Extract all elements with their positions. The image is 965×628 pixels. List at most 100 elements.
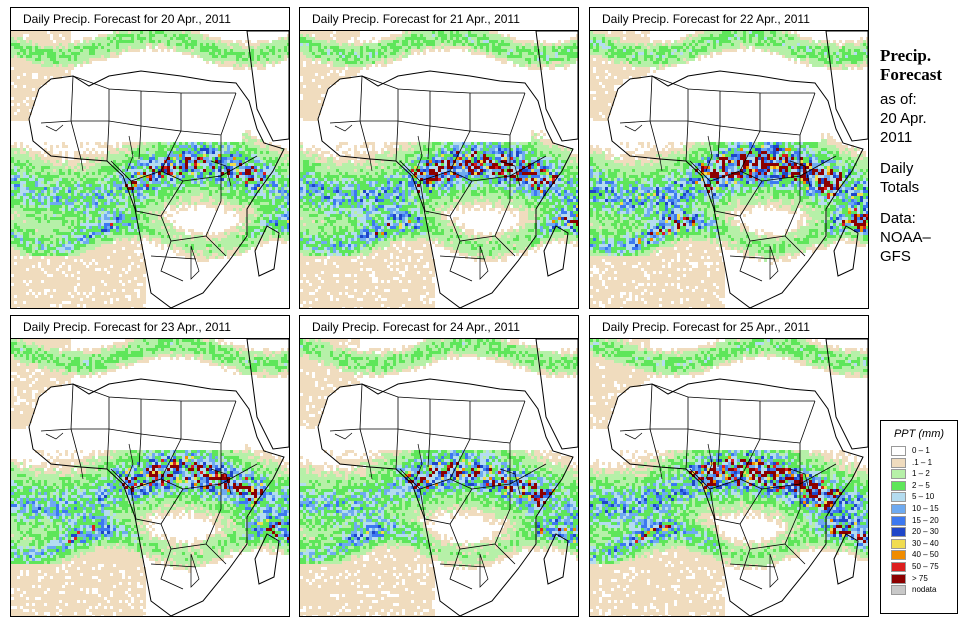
madagascar-coastline <box>254 225 280 277</box>
africa-coastline <box>28 378 285 616</box>
legend-swatch <box>891 585 906 596</box>
country-borders <box>619 383 837 590</box>
legend-swatch <box>891 503 906 514</box>
africa-precip-map-svg <box>11 31 289 308</box>
africa-precip-map-svg <box>11 339 289 616</box>
data-label: Data: <box>880 209 964 228</box>
precip-map <box>589 338 869 617</box>
legend-swatch <box>891 457 906 468</box>
precip-field <box>11 31 289 308</box>
madagascar-coastline <box>543 533 569 585</box>
as-of-block: as of: 20 Apr. 2011 <box>880 90 964 147</box>
legend-label: nodata <box>912 584 936 596</box>
legend-label: 50 – 75 <box>912 561 939 573</box>
panel-title: Daily Precip. Forecast for 24 Apr., 2011 <box>299 315 579 340</box>
precip-field <box>300 339 578 616</box>
precip-map <box>299 30 579 309</box>
as-of-label: as of: <box>880 90 964 109</box>
precip-field <box>590 339 868 616</box>
legend-item: 15 – 20 <box>891 515 957 527</box>
totals-daily: Daily <box>880 159 964 178</box>
precip-map <box>10 338 290 617</box>
legend-swatch <box>891 561 906 572</box>
precip-field <box>11 339 289 616</box>
legend-item: .1 – 1 <box>891 457 957 469</box>
as-of-date: 20 Apr. <box>880 109 964 128</box>
panel-title: Daily Precip. Forecast for 22 Apr., 2011 <box>589 7 869 32</box>
panel-title: Daily Precip. Forecast for 21 Apr., 2011 <box>299 7 579 32</box>
arabia-coastline <box>825 31 868 142</box>
totals-label: Totals <box>880 178 964 197</box>
side-heading-precip: Precip. <box>880 46 964 65</box>
totals-block: Daily Totals <box>880 159 964 197</box>
legend-item: 40 – 50 <box>891 549 957 561</box>
panel-title: Daily Precip. Forecast for 23 Apr., 2011 <box>10 315 290 340</box>
arabia-coastline <box>825 339 868 450</box>
legend-swatch <box>891 492 906 503</box>
legend-item: 0 – 1 <box>891 445 957 457</box>
legend-swatch <box>891 573 906 584</box>
legend-item: 20 – 30 <box>891 526 957 538</box>
arabia-coastline <box>246 339 289 450</box>
data-source-block: Data: NOAA– GFS <box>880 209 964 266</box>
legend-label: .1 – 1 <box>912 457 932 469</box>
arabia-coastline <box>535 31 578 142</box>
legend-label: 15 – 20 <box>912 515 939 527</box>
madagascar-coastline <box>833 225 859 277</box>
country-borders <box>40 75 258 282</box>
precip-map <box>10 30 290 309</box>
country-borders <box>40 383 258 590</box>
africa-coastline <box>317 378 574 616</box>
legend-item: nodata <box>891 584 957 596</box>
legend-label: 1 – 2 <box>912 468 930 480</box>
legend-swatch <box>891 469 906 480</box>
panel-title: Daily Precip. Forecast for 20 Apr., 2011 <box>10 7 290 32</box>
side-info: Precip. Forecast as of: 20 Apr. 2011 Dai… <box>880 46 964 266</box>
madagascar-coastline <box>543 225 569 277</box>
madagascar-coastline <box>254 533 280 585</box>
africa-coastline <box>28 70 285 308</box>
legend-label: 5 – 10 <box>912 491 934 503</box>
legend-label: 10 – 15 <box>912 503 939 515</box>
legend-label: 0 – 1 <box>912 445 930 457</box>
panel-title: Daily Precip. Forecast for 25 Apr., 2011 <box>589 315 869 340</box>
legend-swatch <box>891 446 906 456</box>
country-borders <box>329 383 547 590</box>
africa-precip-map-svg <box>590 339 868 616</box>
africa-precip-map-svg <box>300 31 578 308</box>
minor-borders <box>45 124 232 280</box>
data-source-noaa: NOAA– <box>880 228 964 247</box>
precip-map <box>299 338 579 617</box>
legend-swatch <box>891 550 906 561</box>
africa-coastline <box>317 70 574 308</box>
legend-swatch <box>891 515 906 526</box>
precip-field <box>300 31 578 308</box>
minor-borders <box>624 432 811 588</box>
africa-precip-map-svg <box>590 31 868 308</box>
legend-label: 40 – 50 <box>912 549 939 561</box>
legend-item: > 75 <box>891 573 957 585</box>
legend-label: 20 – 30 <box>912 526 939 538</box>
legend-item: 5 – 10 <box>891 491 957 503</box>
legend-item: 1 – 2 <box>891 468 957 480</box>
legend-title: PPT (mm) <box>881 428 957 440</box>
precip-map <box>589 30 869 309</box>
legend-swatch <box>891 480 906 491</box>
legend-swatch <box>891 527 906 538</box>
legend-label: > 75 <box>912 573 928 585</box>
legend-item: 50 – 75 <box>891 561 957 573</box>
legend-item: 10 – 15 <box>891 503 957 515</box>
side-heading-forecast: Forecast <box>880 65 964 84</box>
data-source-gfs: GFS <box>880 247 964 266</box>
arabia-coastline <box>246 31 289 142</box>
minor-borders <box>334 432 521 588</box>
arabia-coastline <box>535 339 578 450</box>
legend-label: 30 – 40 <box>912 538 939 550</box>
africa-coastline <box>607 70 864 308</box>
legend-item: 30 – 40 <box>891 538 957 550</box>
madagascar-coastline <box>833 533 859 585</box>
legend-swatch <box>891 538 906 549</box>
minor-borders <box>334 124 521 280</box>
